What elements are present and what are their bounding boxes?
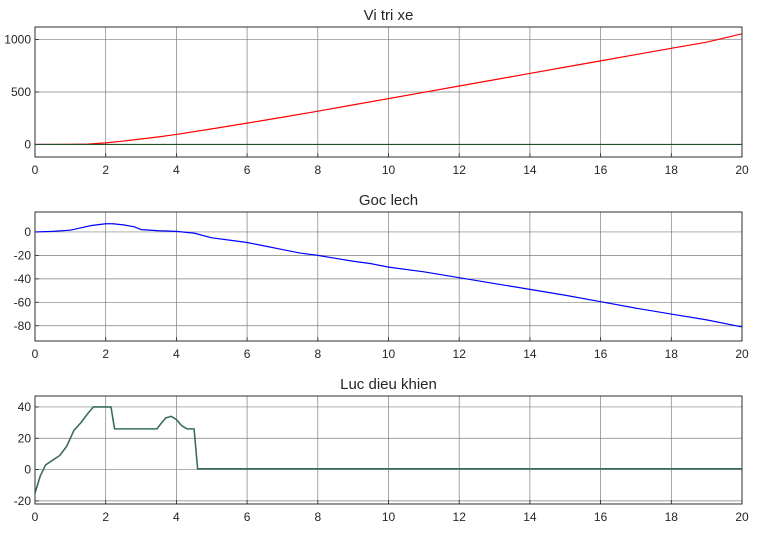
y-tick-label: 0 [24,225,31,239]
chart-title: Goc lech [359,192,418,209]
x-tick-label: 4 [173,163,180,177]
x-tick-label: 8 [314,163,321,177]
x-tick-label: 4 [173,510,180,524]
y-tick-label: -60 [14,295,32,309]
y-tick-label: 1000 [4,33,31,47]
y-tick-label: -20 [14,494,32,508]
x-tick-label: 18 [665,347,679,361]
x-tick-label: 18 [665,163,679,177]
axes-border [34,211,743,342]
x-tick-label: 14 [523,163,537,177]
x-tick-label: 0 [32,510,39,524]
x-tick-label: 10 [382,163,396,177]
x-tick-label: 14 [523,347,537,361]
y-tick-label: -40 [14,272,32,286]
y-tick-label: 0 [24,137,31,151]
series-line-1 [35,223,742,328]
chart-title: Luc dieu khien [340,376,437,393]
x-tick-label: 20 [735,510,749,524]
x-tick-label: 4 [173,347,180,361]
series-line-1 [35,33,742,146]
x-tick-label: 14 [523,510,537,524]
x-tick-label: 2 [102,163,109,177]
x-tick-label: 2 [102,347,109,361]
x-tick-label: 6 [244,163,251,177]
x-tick-label: 8 [314,347,321,361]
axes-border [34,26,743,158]
x-tick-label: 0 [32,347,39,361]
y-tick-label: 40 [18,400,32,414]
x-tick-label: 16 [594,510,608,524]
x-tick-label: 2 [102,510,109,524]
chart-title: Vi tri xe [364,7,414,24]
x-tick-label: 12 [453,510,467,524]
x-tick-label: 8 [314,510,321,524]
x-tick-label: 20 [735,347,749,361]
y-tick-label: 20 [18,431,32,445]
x-tick-label: 16 [594,163,608,177]
subplot-1: 0 2 4 6 8 10 12 14 16 18 20 0 500 1000 Vi tri xe [4,7,749,177]
y-tick-label: 0 [24,463,31,477]
x-tick-label: 12 [453,347,467,361]
x-tick-label: 10 [382,510,396,524]
x-tick-label: 18 [665,510,679,524]
series-line-1 [35,406,742,494]
x-tick-label: 12 [453,163,467,177]
subplot-2: 0 2 4 6 8 10 12 14 16 18 20 0 -20 -40 -60 -80 Goc lech [14,192,749,361]
y-tick-label: -20 [14,248,32,262]
x-tick-label: 6 [244,510,251,524]
x-tick-label: 16 [594,347,608,361]
x-tick-label: 6 [244,347,251,361]
y-tick-label: -80 [14,319,32,333]
x-tick-label: 0 [32,163,39,177]
x-tick-label: 20 [735,163,749,177]
y-tick-label: 500 [11,85,31,99]
axes-border [34,395,743,505]
x-tick-label: 10 [382,347,396,361]
